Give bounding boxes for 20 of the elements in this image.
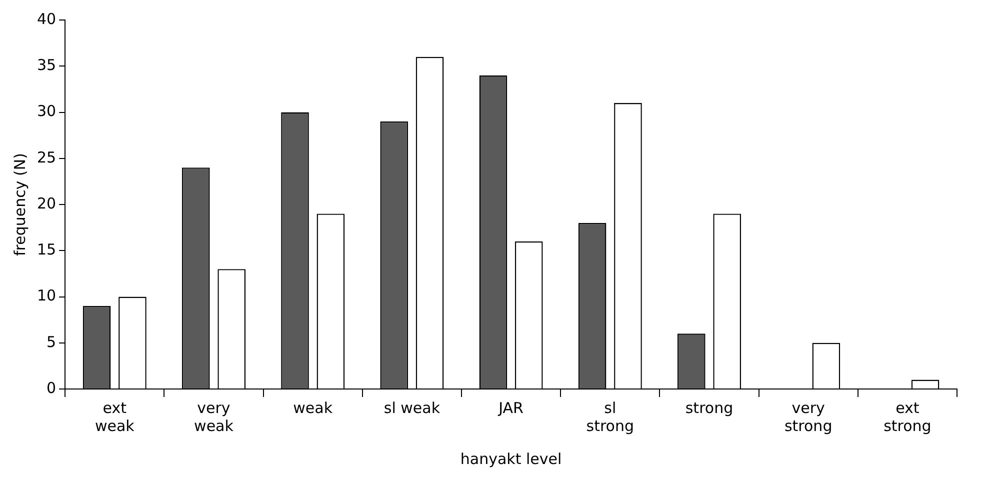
y-tick-label: 15: [36, 240, 56, 259]
x-axis-title: hanyakt level: [460, 450, 562, 468]
y-tick-label: 0: [46, 378, 56, 397]
y-tick-label: 30: [36, 102, 56, 120]
x-tick-label: ext strong: [884, 398, 932, 435]
x-tick-label: strong: [685, 398, 734, 417]
y-tick-label: 25: [36, 148, 56, 166]
x-tick-label: weak: [293, 398, 333, 417]
y-tick-label: 35: [36, 56, 56, 74]
y-tick-label: 20: [36, 194, 56, 212]
y-tick-label: 5: [46, 332, 56, 351]
x-tick-label: sl strong: [586, 398, 634, 435]
x-tick-label: JAR: [498, 398, 524, 417]
y-axis-title: frequency (N): [10, 153, 29, 256]
x-tick-label: ext weak: [94, 398, 135, 435]
y-tick-label: 10: [36, 286, 56, 305]
x-tick-label: very weak: [194, 398, 234, 435]
x-tick-label: sl weak: [384, 398, 440, 417]
y-tick-label: 40: [36, 10, 56, 28]
x-tick-label: very strong: [784, 398, 832, 435]
